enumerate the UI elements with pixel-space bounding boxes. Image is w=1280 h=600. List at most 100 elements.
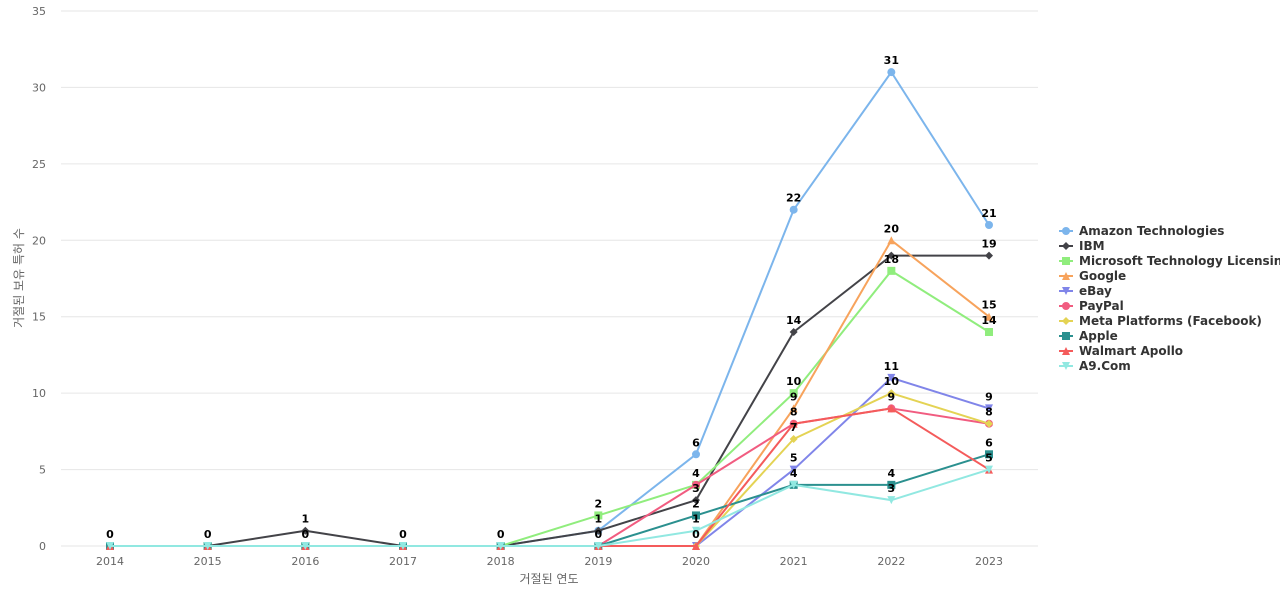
data-point xyxy=(301,526,310,535)
data-label: 20 xyxy=(884,222,900,235)
legend-item: Walmart Apollo xyxy=(1059,344,1183,358)
data-label: 1 xyxy=(595,513,603,526)
legend-item: Apple xyxy=(1059,329,1118,343)
series-8 xyxy=(106,404,993,550)
data-point xyxy=(887,404,896,413)
data-label: 9 xyxy=(790,390,798,403)
data-point xyxy=(789,404,798,413)
legend-symbol xyxy=(1062,302,1070,310)
data-label: 31 xyxy=(884,54,899,67)
data-label: 8 xyxy=(790,406,798,419)
series-4 xyxy=(106,373,993,550)
x-tick-label: 2014 xyxy=(96,555,124,568)
x-tick-label: 2022 xyxy=(877,555,905,568)
data-point xyxy=(985,312,993,321)
y-tick-label: 10 xyxy=(32,387,46,400)
data-point xyxy=(985,221,993,229)
legend-item: IBM xyxy=(1059,239,1105,253)
y-tick-label: 20 xyxy=(32,234,46,247)
data-label: 2 xyxy=(595,497,603,510)
legend-item: Amazon Technologies xyxy=(1059,224,1224,238)
legend-label: A9.Com xyxy=(1079,359,1131,373)
data-label: 0 xyxy=(399,528,407,541)
data-label: 4 xyxy=(888,467,896,480)
data-point xyxy=(887,496,896,505)
legend-item: Microsoft Technology Licensing xyxy=(1059,254,1280,268)
data-label: 1 xyxy=(302,513,310,526)
data-label: 18 xyxy=(884,253,899,266)
y-tick-label: 5 xyxy=(39,464,46,477)
y-tick-label: 35 xyxy=(32,5,46,18)
legend-label: PayPal xyxy=(1079,299,1124,313)
series-line xyxy=(110,376,990,547)
data-label: 6 xyxy=(985,436,993,449)
y-tick-label: 25 xyxy=(32,158,46,171)
x-tick-label: 2018 xyxy=(487,555,515,568)
x-tick-label: 2017 xyxy=(389,555,417,568)
data-label: 10 xyxy=(884,375,900,388)
legend-item: PayPal xyxy=(1059,299,1124,313)
data-point xyxy=(692,526,700,535)
data-point xyxy=(301,542,310,550)
legend-label: Amazon Technologies xyxy=(1079,224,1224,238)
data-label: 4 xyxy=(790,467,798,480)
legend-item: eBay xyxy=(1059,284,1112,298)
legend-item: Google xyxy=(1059,269,1126,283)
legend-symbol xyxy=(1062,272,1070,280)
legend-symbol xyxy=(1062,242,1070,250)
data-point xyxy=(887,68,896,77)
data-point xyxy=(985,465,993,474)
data-point xyxy=(789,419,798,428)
data-point xyxy=(692,450,700,459)
x-tick-label: 2020 xyxy=(682,555,710,568)
legend-symbol xyxy=(1062,332,1070,340)
series-1 xyxy=(106,251,993,550)
data-label: 0 xyxy=(302,528,310,541)
data-point xyxy=(692,511,700,520)
data-point xyxy=(887,373,896,382)
data-point xyxy=(985,251,993,260)
x-tick-label: 2021 xyxy=(780,555,808,568)
data-label: 5 xyxy=(985,452,993,465)
data-point xyxy=(594,542,603,550)
grid xyxy=(61,10,1038,547)
y-tick-label: 15 xyxy=(32,311,46,324)
data-point xyxy=(692,542,700,550)
data-label: 4 xyxy=(692,467,700,480)
data-point xyxy=(789,465,798,474)
data-label: 7 xyxy=(790,421,798,434)
data-label: 9 xyxy=(985,390,993,403)
data-label: 10 xyxy=(786,375,802,388)
data-point xyxy=(985,404,993,413)
x-tick-label: 2015 xyxy=(194,555,222,568)
series-line xyxy=(110,254,989,547)
data-label: 2 xyxy=(692,497,700,510)
data-point xyxy=(789,328,798,336)
data-point xyxy=(789,435,798,443)
data-label: 9 xyxy=(888,390,896,403)
data-label: 6 xyxy=(692,436,700,449)
data-label: 1 xyxy=(692,513,700,526)
legend-symbol xyxy=(1062,347,1070,355)
data-label: 14 xyxy=(981,314,997,327)
data-label: 21 xyxy=(981,207,996,220)
legend-item: Meta Platforms (Facebook) xyxy=(1059,314,1262,328)
series-line xyxy=(110,71,990,547)
x-axis-title: 거절된 연도 xyxy=(519,572,578,586)
data-point xyxy=(399,542,407,550)
x-tick-label: 2016 xyxy=(291,555,319,568)
series-5 xyxy=(106,404,993,550)
data-label: 11 xyxy=(884,360,899,373)
series-7 xyxy=(106,450,993,550)
legend-symbol xyxy=(1062,257,1070,265)
data-point xyxy=(692,496,700,505)
series-line xyxy=(110,407,990,547)
legend-item: A9.Com xyxy=(1059,359,1131,373)
x-tick-label: 2023 xyxy=(975,555,1003,568)
data-point xyxy=(985,419,993,428)
legend-label: Apple xyxy=(1079,329,1118,343)
data-label: 15 xyxy=(981,299,996,312)
data-point xyxy=(887,266,896,275)
data-point xyxy=(887,236,896,245)
